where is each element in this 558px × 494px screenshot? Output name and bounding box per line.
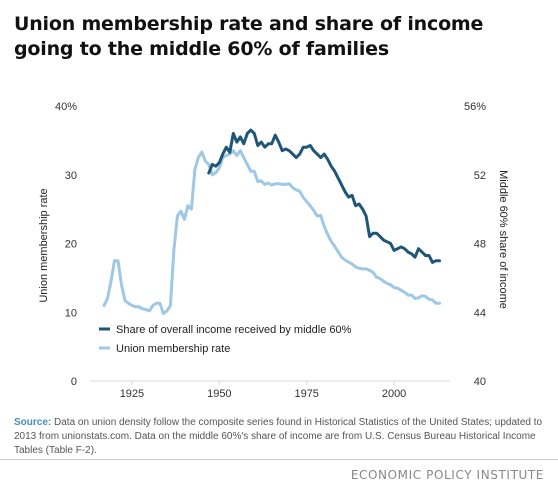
source-text: Data on union density follow the composi… bbox=[14, 417, 543, 456]
y-left-axis-label: Union membership rate bbox=[38, 188, 50, 302]
x-tick-label: 2000 bbox=[382, 388, 406, 400]
union-rate-line bbox=[102, 149, 441, 316]
y-left-tick-label: 40% bbox=[55, 101, 77, 113]
x-tick-label: 1925 bbox=[120, 388, 144, 400]
y-right-tick-label: 48 bbox=[474, 239, 486, 251]
income-share-line bbox=[207, 128, 441, 264]
footer-divider bbox=[0, 459, 558, 460]
y-left-tick-label: 0 bbox=[71, 376, 77, 388]
y-left-tick-label: 30 bbox=[65, 170, 77, 182]
x-tick-label: 1975 bbox=[294, 388, 318, 400]
y-right-tick-label: 40 bbox=[474, 376, 486, 388]
x-tick-label: 1950 bbox=[207, 388, 231, 400]
legend-union-label: Union membership rate bbox=[116, 343, 230, 355]
y-left-tick-label: 20 bbox=[65, 239, 77, 251]
y-right-tick-label: 44 bbox=[474, 307, 486, 319]
source-label: Source: bbox=[14, 417, 52, 428]
credit-logo: ECONOMIC POLICY INSTITUTE bbox=[350, 468, 544, 482]
source-note: Source: Data on union density follow the… bbox=[14, 416, 544, 458]
y-right-tick-label: 56% bbox=[464, 101, 486, 113]
y-left-tick-label: 10 bbox=[65, 307, 77, 319]
chart: 1925 1950 1975 2000 0 10 20 30 40% 40 44 48 52 56% Uni… bbox=[38, 101, 509, 400]
y-right-axis-label: Middle 60% share of income bbox=[497, 170, 509, 309]
legend-income-label: Share of overall income received by midd… bbox=[116, 324, 352, 336]
chart-title: Union membership rate and share of incom… bbox=[14, 13, 484, 60]
y-right-tick-label: 52 bbox=[474, 170, 486, 182]
